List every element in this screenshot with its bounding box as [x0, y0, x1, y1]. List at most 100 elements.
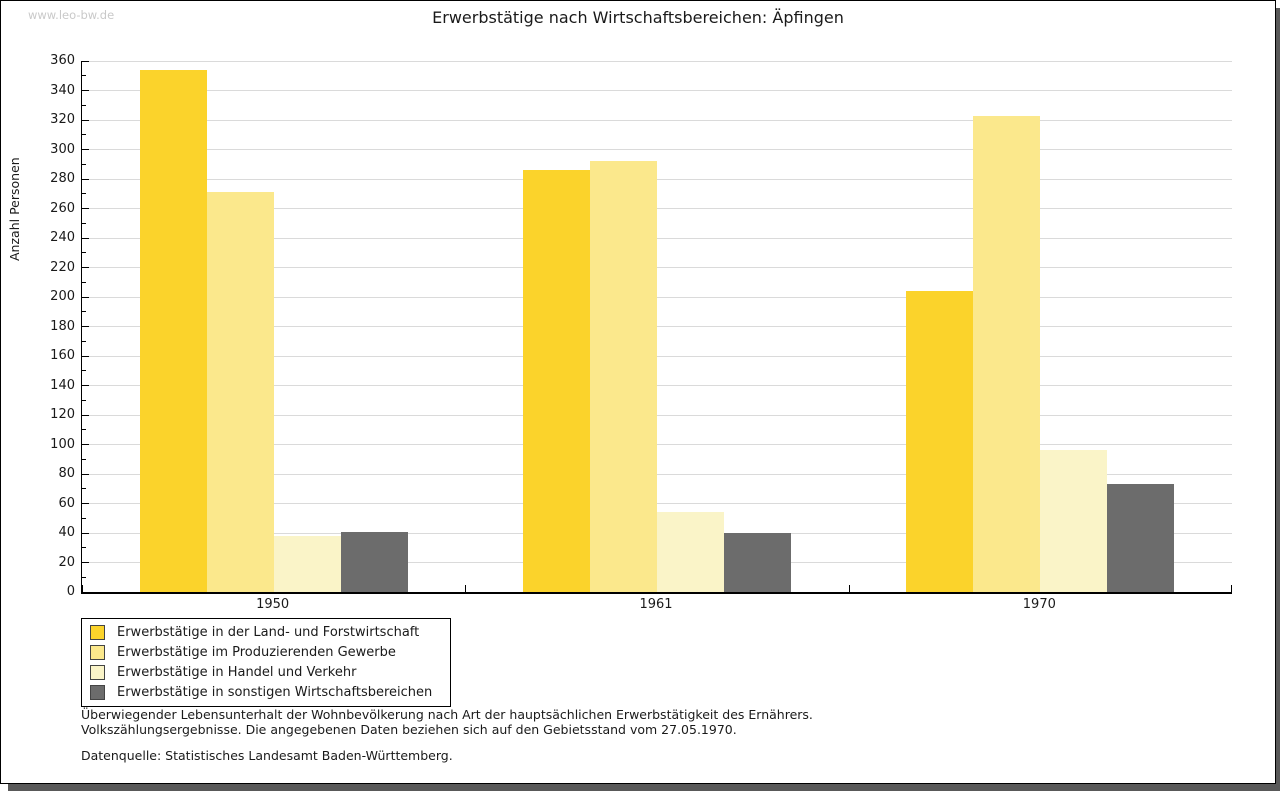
- y-tick-label: 300: [50, 141, 75, 157]
- y-tick-label: 40: [58, 525, 75, 540]
- y-tick-label: 100: [50, 436, 75, 452]
- y-tick-label: 60: [58, 495, 75, 511]
- bar-1961-s4: [724, 533, 791, 592]
- y-tick-label: 0: [66, 584, 75, 599]
- y-tick: [82, 163, 86, 165]
- legend-label: Erwerbstätige in Handel und Verkehr: [117, 664, 357, 680]
- y-tick: [82, 237, 89, 239]
- y-tick-label: 140: [50, 377, 75, 393]
- bar-1970-s1: [906, 291, 974, 592]
- gridline: [82, 414, 1232, 416]
- footnote-line: Volkszählungsergebnisse. Die angegebenen…: [81, 721, 737, 737]
- y-tick: [82, 340, 86, 342]
- gridline: [82, 149, 1232, 150]
- gridline: [82, 326, 1232, 327]
- gridline: [82, 473, 1232, 475]
- data-source: Datenquelle: Statistisches Landesamt Bad…: [81, 748, 453, 763]
- y-tick-label: 260: [50, 200, 75, 216]
- y-tick: [82, 355, 89, 357]
- bar-1970-s3: [1040, 450, 1108, 592]
- gridline: [82, 267, 1232, 268]
- y-tick: [82, 267, 89, 268]
- gridline: [82, 90, 1232, 91]
- y-tick-label: 320: [50, 112, 75, 127]
- y-tick: [82, 149, 89, 150]
- x-axis-label: 1950: [256, 597, 290, 612]
- gridline: [82, 503, 1232, 504]
- legend-label: Erwerbstätige im Produzierenden Gewerbe: [117, 644, 396, 660]
- y-tick-label: 120: [50, 407, 75, 422]
- y-tick: [82, 370, 86, 372]
- y-tick-label: 180: [50, 318, 75, 334]
- bar-1961-s2: [590, 161, 657, 592]
- legend: Erwerbstätige in der Land- und Forstwirt…: [81, 618, 451, 707]
- x-tick: [465, 585, 467, 592]
- legend-swatch-land-forstwirtschaft: [90, 624, 105, 640]
- y-tick-label: 160: [50, 348, 75, 363]
- y-tick: [82, 517, 86, 519]
- y-tick-label: 80: [58, 466, 75, 481]
- bar-1970-s2: [973, 115, 1041, 592]
- y-tick: [82, 444, 89, 445]
- y-tick: [82, 473, 89, 475]
- y-tick: [82, 532, 89, 534]
- legend-swatch-sonstige-bereiche: [90, 684, 105, 700]
- chart-title: Erwerbstätige nach Wirtschaftsbereichen:…: [432, 8, 844, 27]
- legend-label: Erwerbstätige in sonstigen Wirtschaftsbe…: [117, 684, 433, 700]
- gridline: [82, 119, 1232, 121]
- y-tick: [82, 281, 86, 283]
- x-axis-label: 1961: [639, 597, 673, 612]
- x-tick: [1231, 585, 1232, 592]
- y-tick: [82, 75, 86, 77]
- x-tick: [848, 585, 850, 592]
- y-tick: [82, 104, 86, 106]
- y-tick: [82, 326, 89, 327]
- bar-1950-s1: [139, 69, 207, 592]
- y-axis-tick-labels: 20 40 60 80 100 120 140 160 180 200 220 240 260 280 30…: [1, 1, 75, 785]
- legend-item: Erwerbstätige in Handel und Verkehr: [82, 662, 450, 682]
- y-tick: [82, 296, 89, 298]
- legend-swatch-produzierendes-gewerbe: [90, 644, 105, 660]
- y-tick-label: 240: [50, 230, 75, 245]
- y-tick-label: 280: [50, 171, 75, 186]
- y-tick-label: 20: [58, 554, 75, 570]
- y-tick-label: 360: [50, 53, 75, 68]
- bar-1950-s3: [273, 535, 341, 592]
- gridline: [82, 385, 1232, 386]
- y-tick: [82, 576, 86, 578]
- plot-area: [81, 60, 1232, 594]
- y-tick: [82, 222, 86, 224]
- y-tick: [82, 429, 86, 431]
- y-tick: [82, 119, 89, 121]
- legend-item: Erwerbstätige im Produzierenden Gewerbe: [82, 642, 450, 662]
- y-tick: [82, 193, 86, 195]
- legend-swatch-handel-verkehr: [90, 664, 105, 680]
- y-tick: [82, 90, 89, 91]
- legend-item: Erwerbstätige in sonstigen Wirtschaftsbe…: [82, 682, 450, 702]
- y-tick: [82, 562, 89, 563]
- y-tick: [82, 399, 86, 401]
- y-tick: [82, 385, 89, 386]
- y-tick-label: 220: [50, 259, 75, 275]
- y-tick: [82, 503, 89, 504]
- y-tick: [82, 547, 86, 549]
- bar-1961-s3: [657, 512, 724, 592]
- bar-1950-s4: [340, 531, 408, 592]
- watermark: www.leo-bw.de: [28, 8, 115, 22]
- bar-1961-s1: [523, 170, 590, 592]
- y-tick-label: 340: [50, 82, 75, 98]
- y-tick: [82, 134, 86, 136]
- y-tick: [82, 311, 86, 313]
- gridline: [82, 296, 1232, 298]
- y-tick: [82, 414, 89, 416]
- footnotes: Überwiegender Lebensunterhalt der Wohnbe…: [81, 707, 813, 764]
- gridline: [82, 208, 1232, 209]
- y-tick: [82, 60, 89, 62]
- gridline: [82, 60, 1232, 62]
- y-tick-label: 200: [50, 289, 75, 304]
- legend-item: Erwerbstätige in der Land- und Forstwirt…: [82, 622, 450, 642]
- gridline: [82, 444, 1232, 445]
- y-tick: [82, 488, 86, 490]
- x-tick: [82, 585, 83, 592]
